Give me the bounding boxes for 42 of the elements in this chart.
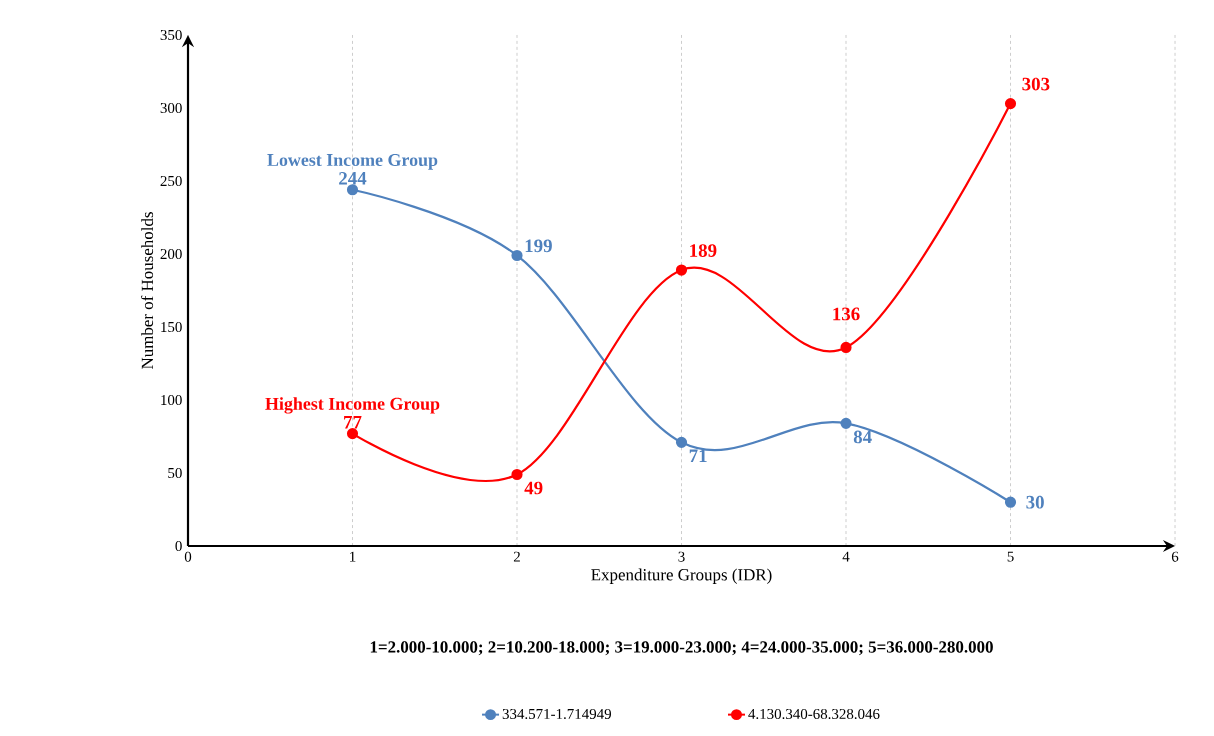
point [511,249,523,262]
data-label: 136 [833,307,860,321]
point [346,428,359,440]
annotation: Highest Income Group [265,397,440,414]
x-tick-label: 2 [513,551,520,562]
data-label: 71 [689,449,707,463]
y-tick-label: 350 [160,29,182,41]
y-tick-label: 100 [161,394,182,406]
x-axis-title: Expenditure Groups (IDR) [591,568,772,584]
data-label: 49 [524,481,543,495]
y-tick-label: 250 [160,175,182,187]
x-tick-label: 3 [678,551,685,562]
data-label: 77 [344,416,362,429]
text: 1=2.000-10.000; 2=10.200-18.000; 3=19.000-23.000; 4=24.000-35.000; 5=36.000-280.000 [370,641,993,656]
x-tick-label: 4 [842,551,850,562]
annotation: Lowest Income Group [267,153,438,170]
y-tick-label: 50 [168,467,182,479]
x-tick-label: 6 [1171,551,1179,562]
y-tick-label: 150 [161,321,182,333]
point [1004,496,1017,508]
legend-label: 334.571-1.714949 [502,708,611,720]
data-label: 189 [690,244,717,257]
point [840,341,852,354]
data-label: 84 [853,430,872,444]
data-label: 244 [339,172,367,185]
point [675,264,688,276]
x-tick-label: 5 [1007,551,1014,562]
legend-label: 4.130.340-68.328.046 [748,708,880,720]
x-tick-label: 0 [184,551,192,562]
y-axis-title: Number of Households [141,212,154,370]
x-tick-label: 1 [350,551,356,562]
y-tick-label: 200 [160,248,182,260]
data-label: 199 [525,239,552,253]
data-label: 30 [1026,495,1044,509]
point [1004,98,1017,110]
point [675,436,688,448]
point [840,417,852,429]
point [511,468,523,481]
y-tick-label: 0 [175,540,182,552]
data-label: 303 [1022,77,1050,91]
point [346,184,359,196]
y-tick-label: 300 [160,102,182,114]
